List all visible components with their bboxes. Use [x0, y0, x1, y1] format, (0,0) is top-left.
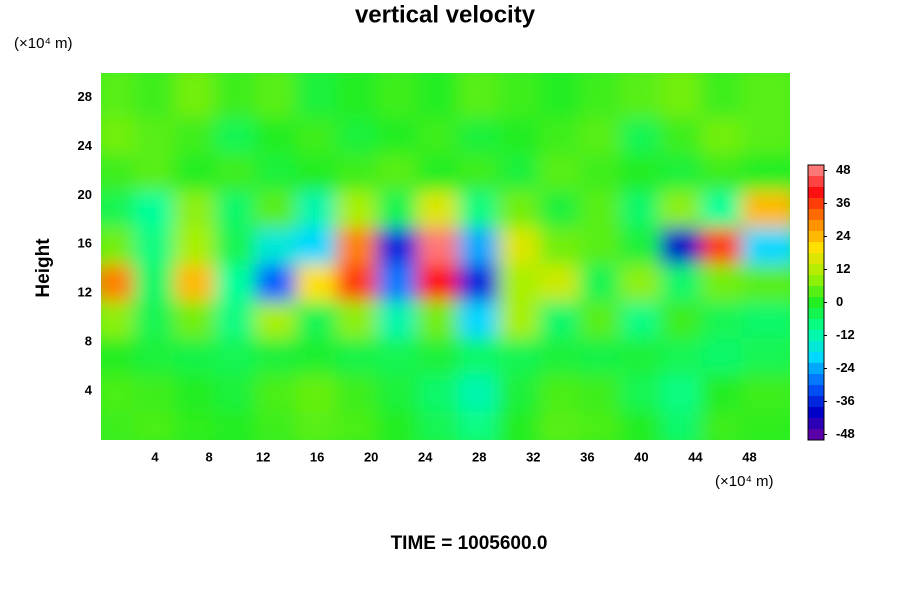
colorbar-band [808, 286, 824, 297]
colorbar-band [808, 341, 824, 352]
colorbar-band [808, 275, 824, 286]
y-tick-label: 8 [85, 334, 92, 349]
y-tick-label: 28 [78, 89, 92, 104]
colorbar-band [808, 308, 824, 319]
y-tick-label: 12 [78, 285, 92, 300]
colorbar-band [808, 209, 824, 220]
y-tick-label: 24 [78, 138, 93, 153]
colorbar-band [808, 374, 824, 385]
colorbar-tick-label: 48 [836, 162, 850, 177]
colorbar-band [808, 385, 824, 396]
x-tick-label: 28 [472, 449, 486, 464]
x-tick-label: 8 [205, 449, 212, 464]
colorbar-tick-label: -48 [836, 426, 855, 441]
colorbar-band [808, 253, 824, 264]
x-tick-label: 44 [688, 449, 703, 464]
y-tick-label: 16 [78, 236, 92, 251]
time-annotation: TIME = 1005600.0 [391, 533, 548, 554]
colorbar-band [808, 220, 824, 231]
colorbar-band [808, 297, 824, 308]
colorbar-tick-label: 36 [836, 195, 850, 210]
colorbar-band [808, 418, 824, 429]
y-tick-label: 20 [78, 187, 92, 202]
x-tick-label: 36 [580, 449, 594, 464]
colorbar-band [808, 363, 824, 374]
chart-title: vertical velocity [355, 1, 536, 28]
colorbar-band [808, 231, 824, 242]
x-tick-label: 20 [364, 449, 378, 464]
colorbar-band [808, 242, 824, 253]
colorbar-tick-label: -24 [836, 360, 856, 375]
x-tick-label: 12 [256, 449, 270, 464]
colorbar-band [808, 264, 824, 275]
x-tick-label: 40 [634, 449, 648, 464]
field-cells [101, 73, 790, 440]
colorbar-band [808, 396, 824, 407]
colorbar-band [808, 319, 824, 330]
colorbar-tick-label: 24 [836, 228, 851, 243]
colorbar-band [808, 352, 824, 363]
x-tick-label: 4 [151, 449, 159, 464]
colorbar-band [808, 198, 824, 209]
x-tick-label: 24 [418, 449, 433, 464]
y-unit: (×10⁴ m) [14, 35, 73, 52]
colorbar-tick-label: 0 [836, 294, 843, 309]
colorbar-tick-label: -12 [836, 327, 855, 342]
colorbar-band [808, 330, 824, 341]
y-axis-label: Height [33, 238, 54, 298]
colorbar-tick-label: -36 [836, 393, 855, 408]
x-tick-label: 48 [742, 449, 756, 464]
colorbar: -48 -36 -24 -12 0 12 24 36 48 [807, 162, 856, 441]
colorbar-band [808, 187, 824, 198]
colorbar-band [808, 429, 824, 440]
y-tick-label: 4 [85, 383, 93, 398]
x-tick-label: 16 [310, 449, 324, 464]
x-unit: (×10⁴ m) [715, 473, 774, 490]
field-cell [741, 73, 790, 118]
colorbar-band [808, 407, 824, 418]
colorbar-band [808, 176, 824, 187]
colorbar-band [808, 165, 824, 176]
colorbar-tick-label: 12 [836, 261, 850, 276]
x-tick-label: 32 [526, 449, 540, 464]
field [101, 73, 790, 440]
